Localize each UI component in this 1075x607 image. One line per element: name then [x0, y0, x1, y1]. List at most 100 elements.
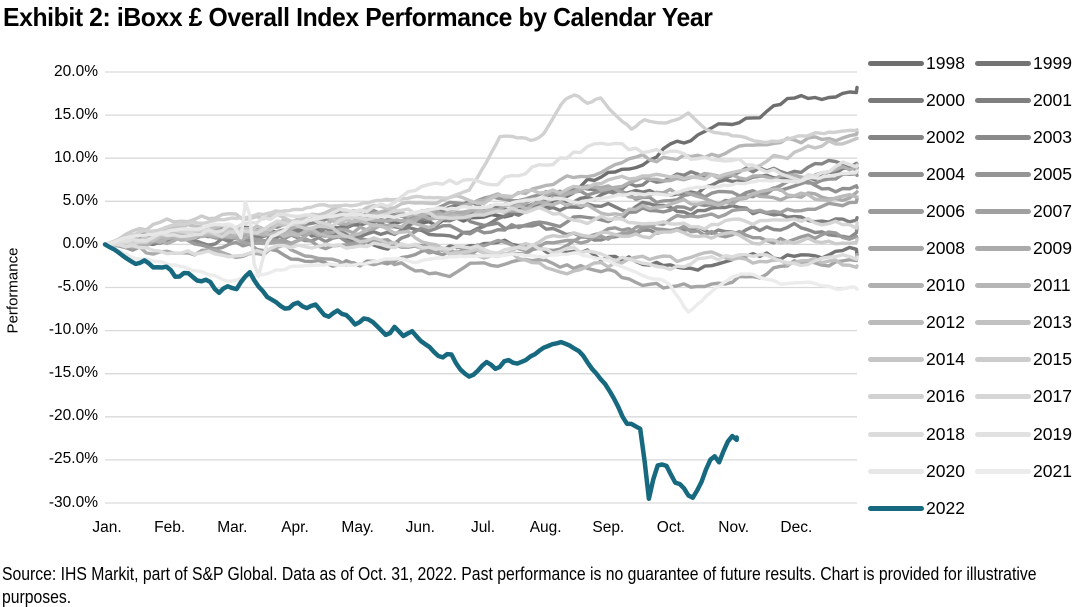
x-tick-Sep: Sep.	[592, 519, 625, 536]
legend-swatch-2016	[868, 394, 924, 400]
legend-swatch-2013	[975, 320, 1031, 326]
x-tick-Mar: Mar.	[217, 519, 248, 536]
legend-item-2002: 2002	[868, 127, 965, 147]
legend-swatch-2008	[868, 246, 924, 251]
x-tick-Feb: Feb.	[154, 519, 186, 536]
legend-label-2004: 2004	[926, 163, 965, 184]
legend-item-2022: 2022	[868, 498, 965, 518]
legend-item-2004: 2004	[868, 164, 965, 184]
legend-swatch-2009	[975, 246, 1031, 251]
x-tick-Dec: Dec.	[780, 519, 813, 536]
legend-item-2019: 2019	[975, 424, 1072, 444]
legend-label-1999: 1999	[1033, 52, 1072, 73]
x-tick-Nov: Nov.	[718, 519, 750, 536]
y-tick--15: -15.0%	[48, 364, 98, 382]
x-tick-Oct: Oct.	[656, 519, 686, 536]
legend-swatch-2018	[868, 431, 924, 437]
legend-swatch-2014	[868, 357, 924, 363]
source-note: Source: IHS Markit, part of S&P Global. …	[2, 564, 1037, 607]
legend-label-2000: 2000	[926, 89, 965, 110]
legend-swatch-2021	[975, 468, 1031, 474]
y-tick-20: 20.0%	[54, 62, 98, 80]
legend-label-2014: 2014	[926, 349, 965, 370]
y-tick--10: -10.0%	[48, 321, 98, 339]
legend-label-2018: 2018	[926, 423, 965, 444]
legend-swatch-2012	[868, 320, 924, 326]
y-tick--25: -25.0%	[48, 450, 98, 468]
legend-label-2017: 2017	[1033, 386, 1072, 407]
legend-item-1999: 1999	[975, 53, 1072, 73]
legend-item-2020: 2020	[868, 461, 965, 481]
legend-item-2014: 2014	[868, 349, 965, 370]
legend-item-2001: 2001	[975, 90, 1072, 110]
legend-item-2015: 2015	[975, 349, 1072, 370]
series-line-2016	[103, 93, 859, 247]
legend-swatch-1999	[975, 60, 1031, 66]
x-tick-Jul: Jul.	[470, 519, 496, 536]
legend-item-2010: 2010	[868, 275, 965, 296]
legend-item-2018: 2018	[868, 424, 965, 444]
legend-swatch-2022	[868, 505, 924, 511]
legend-label-2019: 2019	[1033, 423, 1072, 444]
series-line-2011	[103, 130, 859, 248]
legend-swatch-2010	[868, 283, 924, 289]
legend-item-2000: 2000	[868, 90, 965, 110]
legend-item-2016: 2016	[868, 386, 965, 407]
legend-item-2009: 2009	[975, 238, 1072, 259]
legend-item-1998: 1998	[868, 53, 965, 73]
legend: 1998 1999 2000 2001 2002 2003 2004 2005 2006 2007…	[862, 0, 1075, 545]
legend-label-2015: 2015	[1033, 349, 1072, 370]
legend-label-2020: 2020	[926, 460, 965, 481]
legend-label-2007: 2007	[1033, 200, 1072, 221]
legend-label-1998: 1998	[926, 52, 965, 73]
legend-item-2005: 2005	[975, 164, 1072, 184]
legend-swatch-2006	[868, 208, 924, 214]
legend-item-2012: 2012	[868, 312, 965, 333]
legend-item-2008: 2008	[868, 238, 965, 259]
series-line-2013	[103, 215, 859, 276]
legend-item-2007: 2007	[975, 201, 1072, 221]
x-tick-Jun: Jun.	[405, 519, 435, 536]
series-line-2017	[103, 205, 859, 247]
chart-title: Exhibit 2: iBoxx £ Overall Index Perform…	[3, 2, 713, 32]
legend-swatch-2020	[868, 468, 924, 474]
legend-swatch-2000	[868, 97, 924, 103]
series-line-2021	[103, 242, 859, 314]
series-line-2022	[102, 242, 739, 501]
y-tick--20: -20.0%	[48, 407, 98, 425]
x-tick-Apr: Apr.	[281, 519, 309, 536]
y-tick-5: 5.0%	[62, 191, 98, 209]
legend-item-2003: 2003	[975, 127, 1072, 147]
legend-swatch-2015	[975, 357, 1031, 363]
y-tick--30: -30.0%	[48, 493, 98, 511]
y-tick-15: 15.0%	[54, 105, 98, 123]
x-tick-May: May.	[341, 519, 374, 536]
legend-swatch-2001	[975, 97, 1031, 103]
legend-label-2001: 2001	[1033, 89, 1072, 110]
legend-item-2013: 2013	[975, 312, 1072, 333]
series-line-2018	[103, 241, 859, 272]
series-line-2020	[103, 169, 859, 278]
legend-label-2021: 2021	[1033, 460, 1072, 481]
legend-label-2016: 2016	[926, 386, 965, 407]
legend-label-2006: 2006	[926, 200, 965, 221]
legend-label-2008: 2008	[926, 238, 965, 258]
legend-label-2003: 2003	[1033, 126, 1072, 147]
legend-item-2006: 2006	[868, 201, 965, 221]
legend-swatch-1998	[868, 60, 924, 66]
legend-item-2021: 2021	[975, 461, 1072, 481]
x-tick-Aug: Aug.	[529, 519, 562, 536]
x-tick-Jan: Jan.	[92, 519, 122, 536]
legend-swatch-2019	[975, 431, 1031, 437]
series-line-2015	[103, 212, 859, 259]
legend-swatch-2007	[975, 208, 1031, 214]
legend-label-2013: 2013	[1033, 312, 1072, 333]
legend-swatch-2017	[975, 394, 1031, 400]
legend-label-2022: 2022	[926, 497, 965, 518]
y-tick-0: 0.0%	[62, 234, 98, 252]
legend-label-2010: 2010	[926, 275, 965, 296]
legend-label-2011: 2011	[1033, 275, 1071, 296]
legend-label-2002: 2002	[926, 126, 965, 147]
legend-swatch-2003	[975, 134, 1031, 140]
